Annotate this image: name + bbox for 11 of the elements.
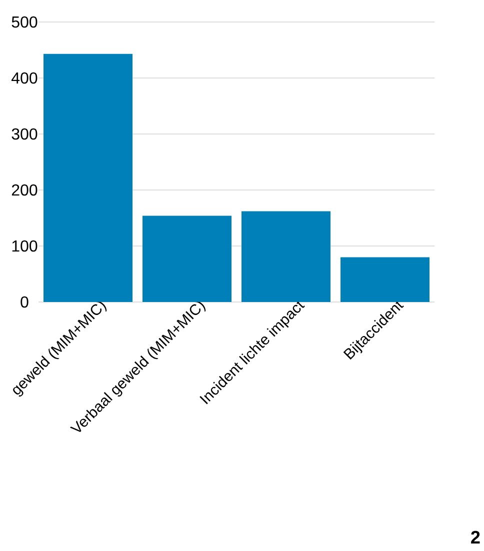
y-tick-label: 400 [12,72,38,84]
y-tick-label: 0 [20,296,28,308]
bar [340,257,430,302]
y-tick-label: 100 [12,240,38,252]
y-tick-label: 500 [12,16,38,28]
text: 2 [471,530,480,544]
y-tick-label: 300 [12,128,38,140]
bar [241,211,330,302]
bar [142,216,232,302]
bar [44,54,132,302]
y-tick-label: 200 [12,184,38,196]
